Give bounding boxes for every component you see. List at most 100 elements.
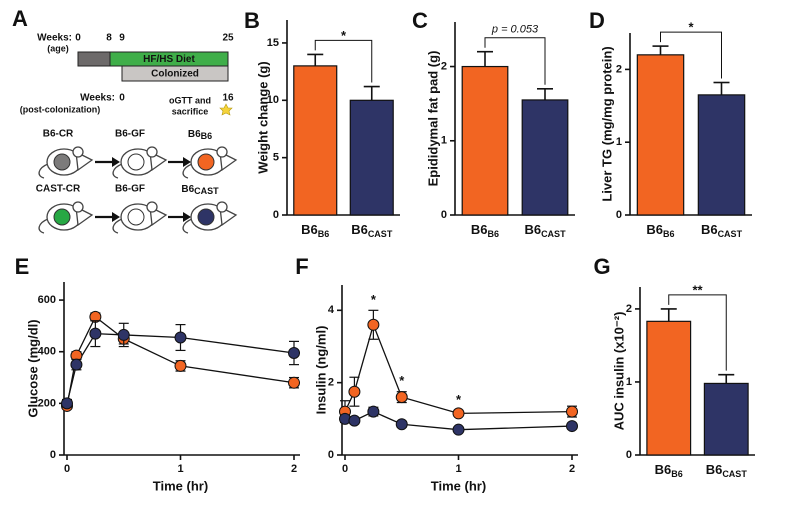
y-tick-label: 0: [626, 449, 632, 461]
y-axis-label: AUC insulin (x10⁻²): [611, 312, 626, 431]
panel-letter: C: [412, 8, 428, 33]
endpoint-label: sacrifice: [172, 106, 209, 116]
x-tick-label: 0: [342, 463, 348, 475]
y-axis-label: Weight change (g): [255, 61, 270, 173]
y-tick-label: 5: [273, 152, 279, 164]
significance-label: p = 0.053: [491, 24, 539, 36]
category-base: B6: [351, 222, 368, 237]
marker: [89, 327, 102, 340]
y-tick-label: 2: [328, 377, 334, 389]
x-tick-label: B6B6: [301, 222, 329, 239]
bar: [697, 94, 746, 216]
bar: [636, 54, 685, 216]
colonized-label: Colonized: [151, 69, 199, 80]
mouse-row: B6-CR B6-GF B6B6: [38, 129, 237, 179]
category-base: B6: [524, 222, 541, 237]
significance-label: *: [456, 392, 462, 407]
week-label: 25: [222, 33, 234, 44]
x-tick-label: 1: [177, 463, 183, 475]
result-sub: B6: [201, 131, 213, 141]
marker: [70, 358, 83, 371]
category-sub: B6: [318, 229, 330, 239]
week-label: 0: [119, 93, 125, 104]
significance-label: *: [399, 373, 405, 388]
mouse-row: CAST-CR B6-GF B6CAST: [36, 184, 237, 234]
category-sub: B6: [671, 469, 683, 479]
x-tick-label: B6B6: [655, 462, 683, 479]
bar: [461, 65, 509, 216]
significance-label: *: [371, 292, 377, 307]
panel-letter: B: [244, 8, 260, 33]
mouse-icon: [182, 146, 237, 179]
arrow-head: [183, 157, 191, 167]
significance-label: **: [692, 282, 703, 297]
donor-label: CAST-CR: [36, 184, 81, 195]
y-axis-label: Epididymal fat pad (g): [425, 51, 440, 187]
mouse-icon: [38, 201, 93, 234]
y-axis-label: Liver TG (mg/mg protein): [599, 46, 614, 201]
x-tick-label: B6B6: [646, 222, 674, 239]
panel-a: A Weeks: (age) 0 8 9 25 HF/HS Diet Colon…: [12, 6, 237, 234]
panel-letter: A: [12, 6, 28, 31]
marker: [288, 376, 300, 389]
arrow-head: [112, 157, 120, 167]
y-tick-label: 0: [273, 209, 279, 221]
marker: [367, 318, 380, 331]
week-label: 8: [106, 33, 112, 44]
bar: [521, 99, 569, 216]
star-icon: [219, 103, 233, 116]
x-tick-label: B6B6: [471, 222, 499, 239]
week-label: 16: [222, 93, 234, 104]
x-tick-label: B6CAST: [524, 222, 566, 239]
result-base: B6: [188, 129, 201, 140]
result-base: B6: [181, 184, 194, 195]
y-tick-label: 0: [50, 449, 56, 461]
y-axis-label: Glucose (mg/dl): [25, 319, 40, 417]
mouse-icon: [182, 201, 237, 234]
y-tick-label: 4: [328, 304, 335, 316]
x-tick-label: B6CAST: [701, 222, 743, 239]
x-tick-label: 0: [64, 463, 70, 475]
bar: [293, 65, 338, 216]
marker: [395, 418, 408, 431]
mouse-icon: [112, 201, 167, 234]
x-tick-label: 2: [569, 463, 575, 475]
week-label: 0: [75, 33, 81, 44]
marker: [174, 359, 187, 372]
y-tick-label: 0: [441, 209, 447, 221]
y-tick-label: 2: [441, 60, 447, 72]
bar: [349, 99, 394, 216]
timeline-label: Weeks:: [80, 93, 115, 104]
category-base: B6: [471, 222, 488, 237]
y-axis-label: Insulin (ng/ml): [313, 326, 328, 415]
recipient-label: B6-GF: [115, 184, 145, 195]
marker: [288, 347, 300, 360]
y-tick-label: 200: [38, 397, 56, 409]
category-base: B6: [646, 222, 663, 237]
panel-letter: D: [589, 8, 605, 33]
y-tick-label: 2: [626, 303, 632, 315]
marker: [566, 420, 578, 433]
bar: [646, 320, 692, 456]
recipient-label: B6-GF: [115, 129, 145, 140]
category-base: B6: [655, 462, 672, 477]
category-base: B6: [701, 222, 718, 237]
y-tick-label: 0: [328, 449, 334, 461]
donor-label: B6-CR: [43, 129, 74, 140]
significance-bracket: [484, 37, 546, 85]
result-label: B6B6: [188, 129, 212, 142]
marker: [348, 385, 361, 398]
marker: [395, 391, 408, 404]
x-tick-label: 1: [455, 463, 461, 475]
bar: [703, 382, 749, 456]
marker: [348, 414, 361, 427]
panel-letter: F: [295, 254, 308, 279]
series-line: [66, 332, 295, 404]
result-sub: CAST: [194, 186, 219, 196]
marker: [566, 405, 578, 418]
marker: [452, 423, 465, 436]
significance-bracket: [314, 39, 373, 83]
colonized-bar: [121, 65, 229, 82]
endpoint-label: oGTT and: [169, 95, 211, 105]
arrow-head: [112, 212, 120, 222]
